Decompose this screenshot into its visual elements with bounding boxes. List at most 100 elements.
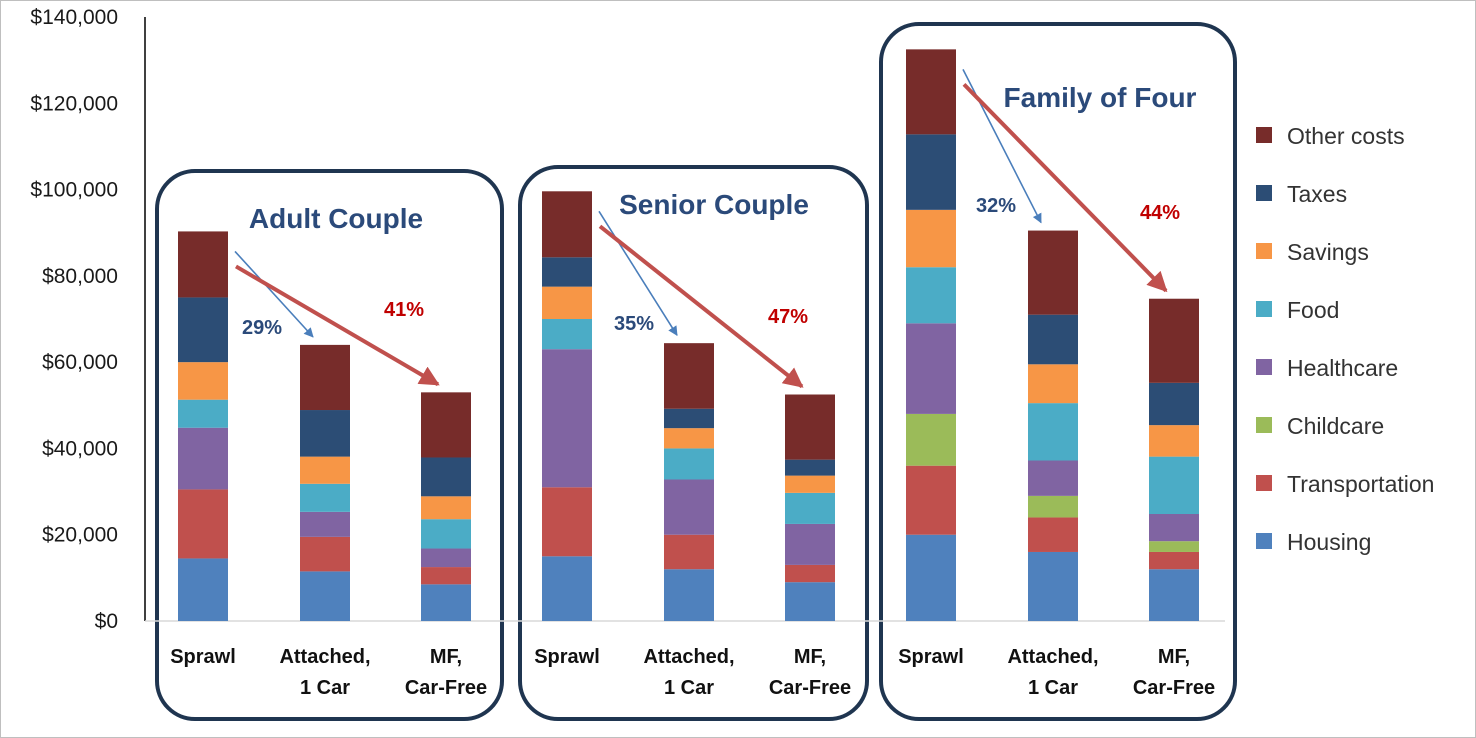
reduction-percent-label: 47% [768, 306, 808, 328]
bar-segment-healthcare [906, 323, 956, 414]
x-tick-label: Attached, [1007, 646, 1098, 668]
bar-segment-food [785, 492, 835, 524]
bar-segment-food [1149, 456, 1199, 515]
bar-segment-taxes [1028, 314, 1078, 365]
bar-segment-childcare [906, 413, 956, 466]
bar-segment-housing [542, 556, 592, 621]
bar-segment-housing [785, 582, 835, 621]
reduction-percent-label: 35% [614, 313, 654, 335]
x-tick-label: Sprawl [534, 646, 600, 668]
bar-segment-other-costs [178, 231, 228, 298]
group-box-2 [879, 22, 1237, 721]
bar-segment-housing [1028, 551, 1078, 621]
reduction-percent-label: 29% [242, 317, 282, 339]
reduction-arrow [598, 210, 678, 336]
bar-segment-housing [178, 558, 228, 621]
bar-segment-savings [1149, 425, 1199, 457]
x-tick-label: MF, [1158, 646, 1190, 668]
y-tick-label: $140,000 [30, 6, 118, 29]
bar-segment-taxes [906, 134, 956, 210]
bar-segment-transportation [178, 489, 228, 559]
x-tick-label: Sprawl [170, 646, 236, 668]
legend-label: Other costs [1287, 123, 1405, 149]
bar-segment-taxes [785, 459, 835, 476]
bar-segment-savings [542, 286, 592, 319]
legend-swatch [1256, 243, 1272, 259]
legend-label: Transportation [1287, 471, 1434, 497]
bar-segment-food [300, 483, 350, 512]
bar-segment-savings [906, 209, 956, 268]
y-tick-label: $80,000 [42, 265, 118, 288]
y-tick-label: $60,000 [42, 351, 118, 374]
bar-segment-taxes [1149, 382, 1199, 426]
legend-swatch [1256, 185, 1272, 201]
bar-segment-food [906, 267, 956, 324]
group-box-1 [518, 165, 869, 721]
x-tick-label: 1 Car [300, 677, 350, 699]
legend-swatch [1256, 533, 1272, 549]
bar-segment-housing [1149, 569, 1199, 621]
bar-segment-transportation [542, 487, 592, 557]
y-tick-label: $20,000 [42, 524, 118, 547]
reduction-arrow [598, 224, 804, 389]
legend-swatch [1256, 301, 1272, 317]
reduction-percent-label: 32% [976, 195, 1016, 217]
bar-segment-other-costs [785, 394, 835, 460]
bar-segment-transportation [300, 536, 350, 572]
reduction-percent-label: 44% [1140, 202, 1180, 224]
x-tick-label: 1 Car [664, 677, 714, 699]
bar-segment-savings [664, 428, 714, 449]
reduction-arrow [962, 82, 1168, 293]
bar-segment-taxes [664, 408, 714, 429]
bar-segment-healthcare [1028, 460, 1078, 496]
x-tick-label: Car-Free [769, 677, 851, 699]
bar-segment-food [421, 519, 471, 549]
bar-segment-healthcare [785, 523, 835, 565]
bar-segment-other-costs [1028, 230, 1078, 315]
reduction-percent-label: 41% [384, 299, 424, 321]
bar-segment-healthcare [300, 511, 350, 537]
y-tick-label: $120,000 [30, 92, 118, 115]
legend-swatch [1256, 475, 1272, 491]
bar-segment-taxes [178, 297, 228, 363]
x-tick-label: Car-Free [405, 677, 487, 699]
bar-segment-taxes [300, 410, 350, 457]
bar-segment-savings [1028, 364, 1078, 404]
bar-segment-other-costs [421, 392, 471, 458]
bar-segment-other-costs [542, 191, 592, 258]
legend-label: Childcare [1287, 413, 1384, 439]
x-tick-label: Attached, [643, 646, 734, 668]
legend-label: Healthcare [1287, 355, 1398, 381]
bar-segment-healthcare [178, 427, 228, 490]
legend-swatch [1256, 359, 1272, 375]
bar-segment-housing [300, 571, 350, 621]
y-tick-label: $100,000 [30, 179, 118, 202]
bar-segment-savings [421, 496, 471, 520]
y-tick-label: $40,000 [42, 437, 118, 460]
bar-segment-other-costs [664, 343, 714, 409]
group-title-1: Senior Couple [619, 189, 809, 220]
legend-label: Housing [1287, 529, 1371, 555]
bar-segment-transportation [906, 465, 956, 535]
y-tick-label: $0 [95, 610, 118, 633]
legend-label: Savings [1287, 239, 1369, 265]
bar-segment-other-costs [1149, 298, 1199, 383]
group-box-0 [155, 169, 504, 721]
x-tick-label: 1 Car [1028, 677, 1078, 699]
bar-segment-healthcare [542, 349, 592, 488]
legend-label: Taxes [1287, 181, 1347, 207]
x-tick-label: Attached, [279, 646, 370, 668]
group-title-2: Family of Four [1004, 82, 1197, 113]
legend-swatch [1256, 127, 1272, 143]
bar-segment-savings [785, 475, 835, 493]
bar-segment-housing [906, 534, 956, 621]
bar-segment-taxes [421, 457, 471, 497]
x-tick-label: Sprawl [898, 646, 964, 668]
bar-segment-transportation [1149, 551, 1199, 570]
bar-segment-savings [300, 456, 350, 484]
bar-segment-other-costs [906, 49, 956, 135]
bar-segment-transportation [785, 564, 835, 583]
reduction-arrow [234, 264, 440, 387]
